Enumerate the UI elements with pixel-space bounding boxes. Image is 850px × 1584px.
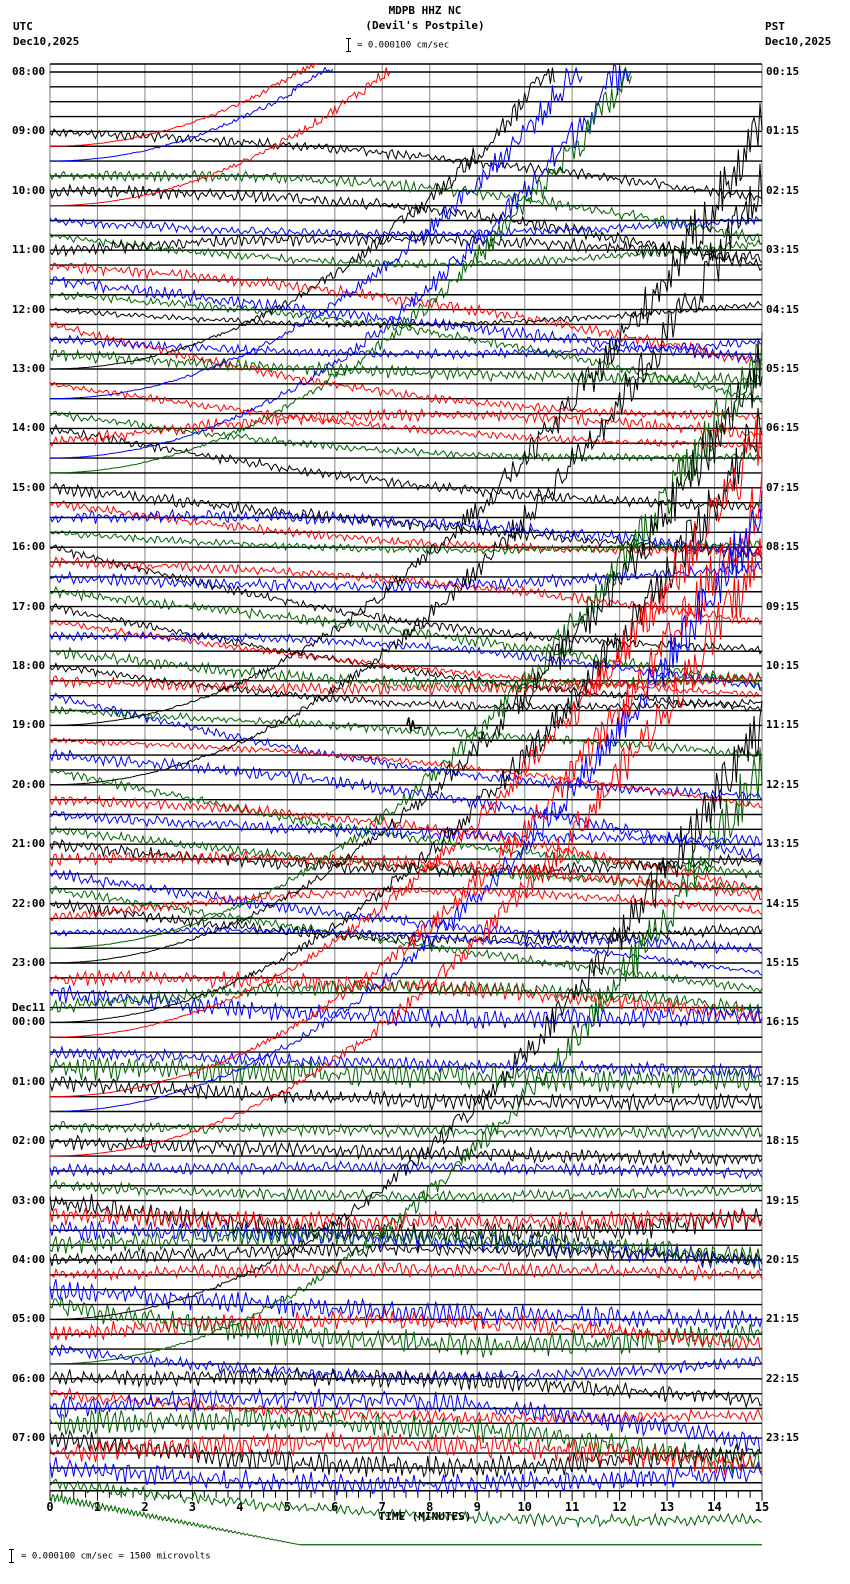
svg-text:5: 5 — [284, 1500, 291, 1514]
utc-time-label: 00:00 — [12, 1015, 46, 1029]
pst-time-label: 04:15 — [766, 302, 800, 316]
scale-legend-top: = 0.000100 cm/sec — [346, 38, 450, 53]
pst-time-label: 13:15 — [766, 837, 800, 851]
utc-time-label: 15:00 — [12, 480, 46, 494]
pst-time-label: 01:15 — [766, 124, 800, 138]
pst-time-label: 07:15 — [766, 480, 800, 494]
pst-time-label: 10:15 — [766, 659, 800, 672]
svg-text:11: 11 — [565, 1500, 579, 1514]
utc-time-label: 11:00 — [12, 243, 46, 257]
utc-time-label: 12:00 — [12, 302, 46, 316]
station-subtitle: (Devil's Postpile) — [365, 19, 485, 32]
right-timezone: PST — [765, 20, 785, 33]
utc-time-label: 18:00 — [12, 659, 46, 672]
scale-label-top: = 0.000100 cm/sec — [357, 40, 450, 51]
pst-time-label: 18:15 — [766, 1134, 800, 1148]
x-axis-label: TIME (MINUTES) — [378, 1510, 472, 1523]
pst-time-label: 21:15 — [766, 1312, 800, 1326]
utc-time-label: 06:00 — [12, 1371, 46, 1385]
station-title: MDPB HHZ NC — [388, 4, 462, 17]
utc-time-label: 23:00 — [12, 956, 46, 969]
svg-text:0: 0 — [46, 1500, 53, 1514]
pst-time-label: 05:15 — [766, 362, 800, 375]
left-date: Dec10,2025 — [13, 35, 80, 48]
scale-bar-icon — [9, 1549, 17, 1563]
right-date: Dec10,2025 — [765, 35, 832, 48]
svg-text:12: 12 — [612, 1500, 626, 1514]
pst-time-label: 02:15 — [766, 183, 800, 197]
pst-time-label: 23:15 — [766, 1431, 800, 1445]
utc-time-label: 07:00 — [12, 1431, 46, 1445]
utc-date-label: Dec11 — [12, 1001, 46, 1015]
svg-text:7: 7 — [379, 1500, 386, 1514]
left-timezone: UTC — [13, 20, 33, 33]
pst-time-label: 11:15 — [766, 718, 800, 732]
utc-time-label: 17:00 — [12, 599, 46, 613]
svg-text:15: 15 — [755, 1500, 769, 1514]
pst-time-label: 19:15 — [766, 1193, 800, 1207]
scale-legend-bottom: = 0.000100 cm/sec = 1500 microvolts — [3, 1549, 211, 1564]
utc-time-label: 09:00 — [12, 124, 46, 138]
pst-time-label: 17:15 — [766, 1074, 800, 1088]
utc-time-label: 14:00 — [12, 421, 46, 435]
pst-time-label: 14:15 — [766, 896, 800, 910]
utc-time-label: 16:00 — [12, 540, 46, 554]
pst-time-label: 09:15 — [766, 599, 800, 613]
pst-time-label: 03:15 — [766, 243, 800, 257]
svg-text:8: 8 — [426, 1500, 433, 1514]
utc-time-label: 10:00 — [12, 183, 46, 197]
pst-time-label: 06:15 — [766, 421, 800, 435]
utc-time-label: 22:00 — [12, 896, 46, 910]
svg-text:13: 13 — [660, 1500, 674, 1514]
utc-time-label: 05:00 — [12, 1312, 46, 1326]
svg-text:10: 10 — [517, 1500, 531, 1514]
utc-time-label: 03:00 — [12, 1193, 46, 1207]
pst-time-label: 22:15 — [766, 1371, 800, 1385]
svg-text:6: 6 — [331, 1500, 338, 1514]
pst-time-label: 08:15 — [766, 540, 800, 554]
pst-time-label: 12:15 — [766, 777, 800, 791]
utc-time-label: 04:00 — [12, 1253, 46, 1266]
scale-bar-icon — [346, 38, 354, 52]
pst-time-label: 00:15 — [766, 65, 800, 78]
utc-time-label: 02:00 — [12, 1134, 46, 1148]
utc-time-label: 19:00 — [12, 718, 46, 732]
utc-time-label: 21:00 — [12, 837, 46, 851]
pst-time-label: 15:15 — [766, 956, 800, 969]
svg-text:14: 14 — [707, 1500, 721, 1514]
svg-text:2: 2 — [141, 1500, 148, 1514]
utc-time-label: 01:00 — [12, 1074, 46, 1088]
pst-time-label: 20:15 — [766, 1253, 800, 1266]
pst-time-label: 16:15 — [766, 1015, 800, 1029]
utc-time-label: 13:00 — [12, 362, 46, 375]
scale-label-bottom: = 0.000100 cm/sec = 1500 microvolts — [21, 1551, 211, 1562]
svg-text:4: 4 — [236, 1500, 243, 1514]
svg-text:3: 3 — [189, 1500, 196, 1514]
utc-time-label: 20:00 — [12, 777, 46, 791]
utc-time-label: 08:00 — [12, 65, 46, 78]
svg-text:9: 9 — [474, 1500, 481, 1514]
